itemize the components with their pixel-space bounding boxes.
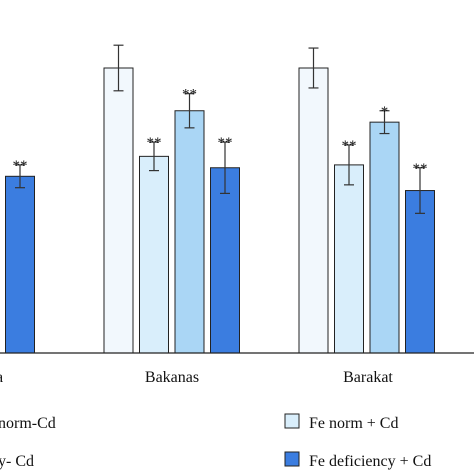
bars-layer: ******** ***** <box>5 44 435 354</box>
error-bar <box>184 93 195 129</box>
legend-label: norm-Cd <box>0 415 56 432</box>
error-bar <box>149 141 159 172</box>
bar <box>210 167 240 354</box>
legend: norm-Cd Fe norm + Cd y- Cd Fe deficiency… <box>0 413 431 470</box>
significance-mark: ** <box>182 87 197 103</box>
significance-mark: * <box>381 104 389 120</box>
legend-label: Fe norm + Cd <box>309 415 398 432</box>
bar <box>369 121 400 354</box>
bar <box>139 155 169 354</box>
significance-mark: ** <box>413 161 428 177</box>
error-bar <box>220 141 230 194</box>
legend-label: Fe deficiency + Cd <box>309 453 431 470</box>
bar <box>405 190 435 354</box>
bar <box>103 67 134 354</box>
legend-swatch <box>284 413 300 429</box>
x-tick-label: a <box>0 369 3 386</box>
bar <box>298 67 329 354</box>
x-tick-label: Bakanas <box>145 369 199 386</box>
bar <box>334 164 364 354</box>
significance-mark: ** <box>342 138 357 154</box>
bar <box>5 175 35 354</box>
bar <box>174 110 205 354</box>
error-bar <box>15 164 25 189</box>
error-bar <box>415 167 425 214</box>
legend-swatch <box>284 451 300 467</box>
significance-mark: ** <box>13 158 28 174</box>
x-tick-label: Barakat <box>343 369 393 386</box>
error-bar <box>308 47 319 89</box>
error-bar <box>344 144 354 186</box>
error-bar <box>379 110 390 135</box>
legend-label: y- Cd <box>0 453 34 470</box>
significance-mark: ** <box>218 135 233 151</box>
error-bar <box>113 44 124 92</box>
significance-mark: ** <box>147 135 162 151</box>
